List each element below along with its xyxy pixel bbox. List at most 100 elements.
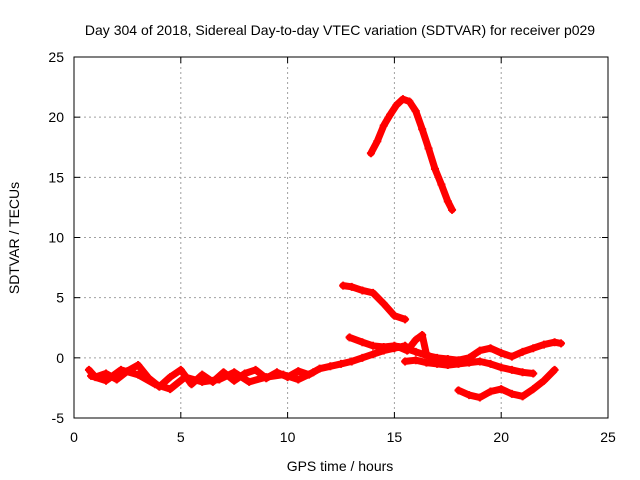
data-point (507, 365, 516, 374)
data-point (251, 365, 260, 374)
data-point (369, 341, 378, 350)
series-arc-right-lower (401, 356, 538, 378)
data-point (422, 358, 431, 367)
data-point (379, 299, 388, 308)
data-point (403, 346, 412, 355)
data-point (443, 361, 452, 370)
data-point (486, 387, 495, 396)
data-point (369, 350, 378, 359)
data-point (475, 346, 484, 355)
data-point (116, 365, 125, 374)
data-point (230, 368, 239, 377)
data-point (230, 376, 239, 385)
data-point (539, 340, 548, 349)
data-point (337, 359, 345, 368)
y-tick-label: 5 (56, 290, 64, 306)
data-point (401, 315, 410, 324)
series-arc-dip (394, 330, 442, 366)
series-line (367, 95, 456, 214)
data-point (309, 368, 318, 377)
data-point (151, 380, 160, 389)
y-tick-label: 20 (48, 109, 64, 125)
data-point (294, 375, 303, 384)
x-axis-ticks: 0 5 10 15 20 25 (70, 57, 616, 445)
data-point (497, 349, 506, 358)
data-point (84, 365, 93, 374)
data-point (398, 95, 407, 104)
x-tick-label: 20 (493, 429, 509, 445)
data-point (215, 375, 224, 384)
y-tick-label: 25 (48, 49, 64, 65)
data-point (411, 335, 420, 344)
data-point (418, 125, 427, 134)
data-point (134, 361, 143, 370)
data-point (507, 352, 516, 361)
data-point (358, 286, 367, 295)
data-point (550, 365, 559, 374)
y-tick-label: 0 (56, 350, 64, 366)
x-axis-label: GPS time / hours (287, 458, 394, 474)
data-point (87, 371, 96, 380)
series-arc-mid (339, 281, 410, 324)
data-point (539, 376, 548, 385)
data-point (529, 385, 538, 394)
data-point (102, 369, 111, 378)
data-point (518, 347, 527, 356)
data-point (497, 385, 506, 394)
x-tick-label: 15 (387, 429, 403, 445)
data-point (518, 392, 527, 401)
data-point (347, 282, 356, 291)
data-point (279, 370, 288, 379)
data-point (347, 357, 356, 366)
data-point (176, 365, 185, 374)
data-point (326, 362, 335, 371)
data-point (443, 197, 452, 206)
data-point (430, 164, 439, 173)
data-point (390, 311, 399, 320)
data-point (345, 333, 354, 342)
data-point (529, 344, 538, 353)
data-point (497, 363, 506, 372)
data-point (518, 368, 527, 377)
chart-title: Day 304 of 2018, Sidereal Day-to-day VTE… (85, 22, 595, 38)
data-point (315, 364, 324, 373)
data-point (394, 343, 403, 352)
y-axis-label: SDTVAR / TECUs (6, 182, 22, 294)
data-point (550, 338, 559, 347)
series-arc-low-left (87, 365, 318, 394)
data-point (418, 330, 427, 339)
data-point (411, 356, 420, 365)
data-point (486, 359, 495, 368)
series-arc-peak (366, 95, 457, 214)
data-point (366, 149, 375, 158)
data-point (401, 357, 410, 366)
data-point (557, 339, 566, 348)
data-point (166, 373, 175, 382)
data-point (448, 205, 457, 214)
data-point (198, 370, 207, 379)
data-point (454, 386, 463, 395)
data-point (486, 344, 495, 353)
data-point (358, 353, 367, 362)
x-tick-label: 10 (280, 429, 296, 445)
x-tick-label: 0 (70, 429, 78, 445)
data-point (465, 358, 474, 367)
y-tick-label: 15 (48, 169, 64, 185)
data-point (245, 377, 254, 386)
data-point (507, 389, 516, 398)
y-axis-ticks: -5 0 5 10 15 20 25 (48, 49, 608, 426)
data-point (181, 373, 190, 382)
data-point (134, 370, 143, 379)
data-point (262, 373, 271, 382)
data-point (166, 385, 175, 394)
series-layer (84, 95, 566, 402)
data-point (475, 393, 484, 402)
data-point (386, 110, 395, 119)
data-point (529, 369, 538, 378)
data-point (411, 347, 420, 356)
data-point (102, 376, 111, 385)
data-point (405, 97, 414, 106)
x-tick-label: 5 (177, 429, 185, 445)
data-point (358, 338, 367, 347)
